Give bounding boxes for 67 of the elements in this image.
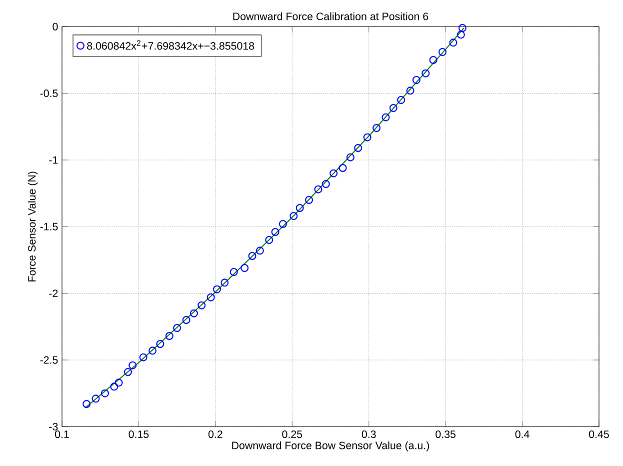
y-tick-label: -3 [49,422,58,430]
point [458,24,466,32]
point [382,113,390,122]
point [100,389,109,398]
point [124,368,132,376]
point [290,212,298,220]
y-tick-label: 0 [52,22,58,30]
point [110,382,118,391]
y-axis-title: Force Sensor Value (N) [28,172,38,282]
point [449,38,458,47]
point [372,124,381,132]
x-axis-title: Downward Force Bow Sensor Value (a.u.) [232,441,429,452]
x-tick-label: 0.15 [128,430,149,438]
point [397,96,406,104]
point [363,133,372,142]
y-tick-label: -1 [49,156,58,164]
point [173,324,182,332]
chart-title: Downward Force Calibration at Position 6 [233,12,428,20]
point [230,268,238,276]
point [438,48,447,56]
point [278,220,287,228]
point [456,30,465,39]
point [406,86,414,95]
point [212,285,221,294]
point [271,228,280,236]
point [198,301,206,310]
point [240,264,249,272]
y-tick-label: -1.5 [40,222,58,230]
x-tick-label: 0.1 [55,430,69,438]
point [346,153,354,162]
point [190,309,198,318]
point [256,246,264,255]
point [429,56,438,64]
point [165,332,174,340]
point [220,278,229,287]
point [265,236,274,244]
point [322,180,330,188]
x-tick-label: 0.35 [436,430,456,438]
point [92,394,100,403]
point [354,144,362,152]
point [148,346,157,355]
x-tick-label: 0.2 [208,430,222,438]
point [338,164,347,172]
point [114,378,123,387]
y-tick-label: -2.5 [40,356,58,364]
y-tick-label: -0.5 [40,90,58,98]
point [248,252,256,260]
point [156,340,164,348]
point [305,196,314,204]
point [82,400,91,408]
x-tick-label: 0.25 [282,430,302,438]
point [182,316,190,324]
point [330,169,338,178]
x-tick-label: 0.3 [362,430,376,438]
point [206,293,215,302]
point [389,104,398,112]
legend-label: 8.060842x$^{2}$+7.698342x+−3.855018 [87,40,254,50]
point [128,361,137,370]
line-series [84,27,465,409]
point [422,69,430,78]
x-tick-label: 0.4 [515,430,530,438]
point [139,353,148,362]
point [314,185,322,194]
y-tick-label: -2 [49,290,58,298]
point [412,76,420,84]
x-tick-label: 0.45 [589,430,609,438]
point [296,204,304,212]
